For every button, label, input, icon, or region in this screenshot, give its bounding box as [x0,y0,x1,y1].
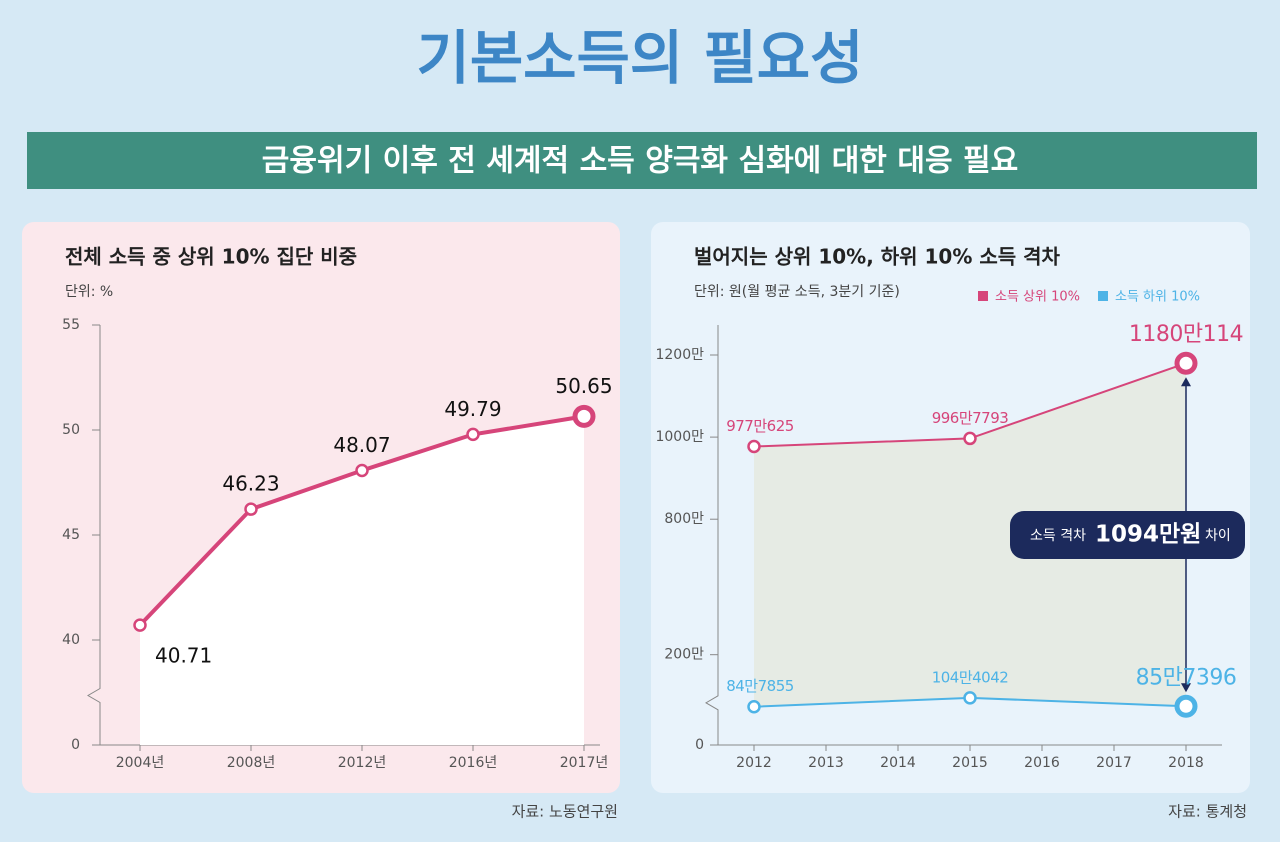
y-axis [705,325,719,745]
x-tick-label: 2018 [1168,755,1204,771]
y-tick-label: 55 [62,317,80,333]
chart-title: 전체 소득 중 상위 10% 집단 비중 [65,245,357,269]
point [747,439,761,454]
x-tick-label: 2016년 [449,755,498,771]
source: 자료: 노동연구원 [512,803,618,821]
banner-text: 금융위기 이후 전 세계적 소득 양극화 심화에 대한 대응 필요 [262,144,1018,179]
point [133,618,147,632]
point [1174,351,1198,375]
banner [27,132,1257,189]
legend-swatch [978,291,988,301]
area-fill [140,416,584,745]
x-tick-label: 2017년 [560,755,609,771]
point [747,699,761,714]
point [1174,694,1198,718]
annotation-value: 1094만원 [1095,522,1201,548]
annotation-box [1010,511,1245,559]
y-tick-label: 45 [62,527,80,543]
data-label: 996만7793 [932,409,1009,427]
x-tick-label: 2004년 [116,755,165,771]
point [355,463,369,478]
gap-area [754,363,1186,707]
unit-label: 단위: % [65,284,113,300]
data-label: 48.07 [333,433,390,457]
data-label: 49.79 [444,397,501,421]
legend-swatch [1098,291,1108,301]
unit-label: 단위: 원(월 평균 소득, 3분기 기준) [694,284,900,300]
data-label: 50.65 [555,374,612,398]
data-label: 46.23 [222,472,279,496]
x-tick-label: 2012년 [338,755,387,771]
arrow-head [1181,377,1191,387]
x-tick-label: 2008년 [227,755,276,771]
y-axis [87,325,101,745]
x-tick-label: 2017 [1096,755,1132,771]
point [466,427,480,442]
data-label: 40.71 [155,644,212,668]
chart-title: 벌어지는 상위 10%, 하위 10% 소득 격차 [694,245,1061,269]
x-tick-label: 2013 [808,755,844,771]
legend-label: 소득 하위 10% [1115,290,1200,305]
data-label: 85만7396 [1136,665,1237,690]
annotation-suffix: 차이 [1205,528,1231,544]
x-tick-label: 2014 [880,755,916,771]
legend-label: 소득 상위 10% [995,290,1080,305]
source: 자료: 통계청 [1168,803,1247,821]
y-tick-label: 0 [695,737,704,753]
data-label: 84만7855 [726,677,794,695]
y-tick-label: 1000만 [655,429,704,445]
data-label: 977만625 [726,417,794,435]
x-tick-label: 2015 [952,755,988,771]
y-tick-label: 1200만 [655,347,704,363]
y-tick-label: 200만 [664,647,704,663]
arrow-head [1181,683,1191,693]
point [572,404,596,428]
y-tick-label: 800만 [664,511,704,527]
x-tick-label: 2012 [736,755,772,771]
y-tick-label: 0 [71,737,80,753]
point [244,502,258,516]
page-title: 기본소득의 필요성 [416,24,863,92]
point [963,691,977,705]
data-label: 104만4042 [932,668,1009,686]
x-tick-label: 2016 [1024,755,1060,771]
annotation-label: 소득 격차 [1030,528,1086,544]
y-tick-label: 50 [62,422,80,438]
y-tick-label: 40 [62,632,80,648]
data-label: 1180만114 [1129,322,1243,347]
point [963,431,977,446]
